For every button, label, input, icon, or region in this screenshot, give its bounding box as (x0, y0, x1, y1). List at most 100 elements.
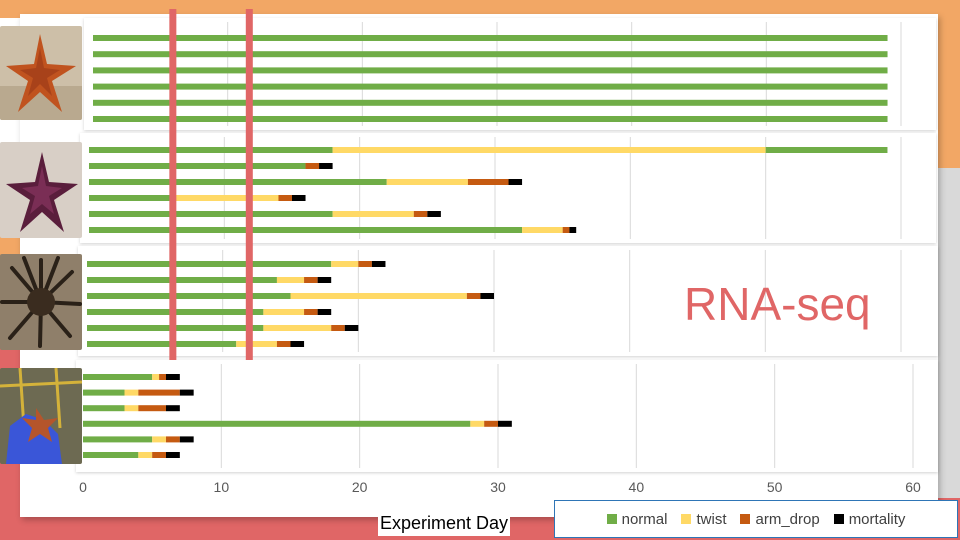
bar-segment-group-2-row-6-normal (89, 227, 523, 233)
bar-segment-group-3-row-3-mortality (480, 293, 494, 299)
bar-segment-group-2-row-3-twist (386, 179, 468, 185)
bar-segment-group-2-row-6-mortality (569, 227, 577, 233)
bar-segment-group-4-row-4-normal (83, 420, 471, 427)
bar-segment-group-2-row-5-arm-drop (413, 211, 428, 217)
sampling-marker-2 (245, 9, 253, 360)
bar-segment-group-4-row-6-mortality (166, 452, 180, 458)
legend-item-twist: twist (681, 511, 726, 528)
bar-segment-group-2-row-4-arm-drop (278, 195, 292, 201)
bar-segment-group-2-row-6-arm-drop (562, 227, 570, 233)
slide-background-top (0, 0, 960, 18)
bar-segment-group-1-row-6-normal (93, 116, 888, 122)
legend-item-normal: normal (606, 510, 668, 528)
bar-segment-group-1-row-2-normal (93, 51, 888, 58)
bar-segment-group-2-row-3-mortality (508, 179, 523, 185)
bar-segment-group-4-row-5-normal (83, 436, 153, 443)
legend-item-arm-drop: arm_drop (740, 510, 820, 528)
x-tick-label-10: 10 (214, 479, 230, 495)
bar-segment-group-4-row-5-twist (152, 436, 166, 443)
bar-segment-group-2-row-4-mortality (292, 195, 306, 201)
bar-segment-group-3-row-6-twist (236, 341, 277, 347)
bar-segment-group-3-row-2-normal (87, 277, 277, 283)
bar-segment-group-2-row-4-twist (170, 195, 279, 201)
bar-segment-group-1-row-4-normal (93, 83, 888, 90)
bar-segment-group-3-row-4-twist (263, 309, 305, 315)
legend-label-mortality: mortality (848, 510, 906, 528)
bar-segment-group-2-row-1-twist (332, 147, 766, 153)
bar-segment-group-4-row-6-arm-drop (152, 452, 166, 458)
legend-label-normal: normal (621, 510, 668, 528)
bar-segment-group-2-row-4-normal (89, 195, 171, 201)
legend-swatch-normal (606, 514, 617, 524)
bar-segment-group-4-row-1-normal (83, 374, 153, 380)
x-tick-label-30: 30 (490, 479, 506, 495)
bar-segment-group-3-row-6-normal (87, 341, 237, 347)
bar-segment-group-2-row-2-normal (89, 163, 306, 169)
bar-segment-group-1-row-1-normal (93, 35, 888, 41)
bar-segment-group-4-row-1-mortality (166, 374, 180, 380)
x-tick-label-20: 20 (352, 479, 368, 495)
seastar-photo-1 (0, 26, 82, 120)
bar-segment-group-3-row-4-mortality (317, 309, 332, 315)
bar-segment-group-2-row-1-normal (765, 147, 888, 153)
bar-segment-group-4-row-6-normal (83, 452, 139, 458)
bar-segment-group-4-row-2-mortality (179, 389, 194, 396)
seastar-photo-2 (0, 142, 82, 238)
bar-segment-group-2-row-1-normal (89, 147, 333, 153)
bar-segment-group-4-row-2-arm-drop (138, 389, 180, 396)
bar-segment-group-3-row-2-mortality (317, 277, 332, 283)
bar-segment-group-2-row-5-twist (332, 211, 414, 217)
legend-swatch-arm-drop (740, 514, 751, 524)
bar-segment-group-2-row-5-mortality (427, 211, 441, 217)
x-tick-label-60: 60 (905, 479, 921, 495)
bar-segment-group-4-row-5-mortality (179, 436, 194, 443)
bar-segment-group-3-row-3-twist (290, 293, 467, 299)
seastar-photo-4 (0, 368, 82, 464)
x-tick-label-0: 0 (79, 479, 87, 495)
bar-segment-group-4-row-4-mortality (498, 420, 512, 427)
legend-item-mortality: mortality (833, 510, 906, 528)
legend-swatch-mortality (833, 514, 844, 524)
bar-segment-group-3-row-1-twist (331, 261, 359, 267)
bar-segment-group-4-row-5-arm-drop (166, 436, 180, 443)
bar-segment-group-3-row-6-mortality (290, 341, 305, 347)
bar-segment-group-3-row-1-arm-drop (358, 261, 372, 267)
bar-segment-group-4-row-4-twist (470, 420, 485, 427)
seastar-photo-3 (0, 254, 82, 350)
bar-segment-group-4-row-3-arm-drop (138, 405, 166, 412)
bar-segment-group-4-row-1-twist (152, 374, 160, 380)
sampling-marker-1 (169, 9, 177, 360)
bar-segment-group-3-row-1-mortality (371, 261, 386, 267)
bar-segment-group-3-row-5-twist (263, 325, 332, 331)
bar-segment-group-1-row-3-normal (93, 67, 888, 74)
bar-segment-group-4-row-2-twist (124, 389, 139, 396)
bar-segment-group-2-row-2-arm-drop (305, 163, 320, 169)
bar-segment-group-3-row-4-arm-drop (304, 309, 318, 315)
bar-segment-group-4-row-3-twist (124, 405, 139, 412)
bar-segment-group-3-row-2-twist (276, 277, 305, 283)
bar-segment-group-2-row-2-mortality (319, 163, 333, 169)
bar-segment-group-3-row-3-arm-drop (466, 293, 481, 299)
legend-label-arm-drop: arm_drop (755, 510, 820, 528)
bar-segment-group-2-row-3-normal (89, 179, 387, 185)
bar-segment-group-2-row-6-twist (522, 227, 563, 233)
bar-segment-group-3-row-3-normal (87, 293, 291, 299)
x-axis-title: Experiment Day (378, 510, 511, 536)
x-tick-label-40: 40 (629, 479, 645, 495)
bar-segment-group-4-row-3-normal (83, 405, 125, 412)
legend-swatch-twist (681, 514, 692, 524)
bar-segment-group-3-row-6-arm-drop (276, 341, 291, 347)
bar-segment-group-3-row-5-arm-drop (331, 325, 345, 331)
bar-segment-group-4-row-3-mortality (166, 405, 180, 412)
bar-segment-group-2-row-3-arm-drop (467, 179, 509, 185)
bar-segment-group-3-row-1-normal (87, 261, 332, 267)
legend-label-twist: twist (696, 510, 727, 528)
panel-group-4 (76, 360, 938, 472)
x-tick-label-50: 50 (767, 479, 783, 495)
bar-segment-group-2-row-5-normal (89, 211, 333, 217)
bar-segment-group-4-row-4-arm-drop (484, 420, 498, 427)
bar-segment-group-4-row-1-arm-drop (159, 374, 166, 380)
bar-segment-group-4-row-2-normal (83, 389, 125, 396)
chart-legend: normal twist arm_drop mortality (554, 500, 958, 538)
